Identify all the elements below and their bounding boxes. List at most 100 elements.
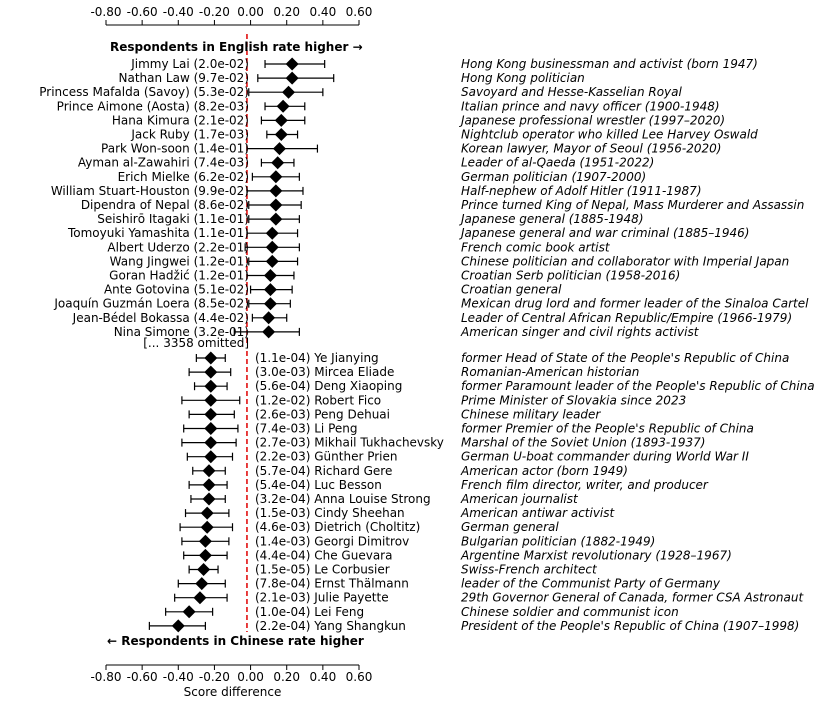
top-header: Respondents in English rate higher → (110, 40, 363, 54)
bottom-row-label: (2.7e-03) Mikhail Tukhachevsky (255, 436, 444, 450)
top-row-description: Mexican drug lord and former leader of t… (461, 297, 809, 311)
top-axis-tick-label: 0.00 (237, 5, 264, 19)
top-row-label: Joaquín Guzmán Loera (8.5e-02) (53, 297, 249, 311)
bottom-row-label: (5.4e-04) Luc Besson (255, 478, 382, 492)
bottom-axis-tick-label: 0.00 (237, 670, 264, 684)
bottom-row-point (202, 492, 216, 506)
bottom-row-description: American antiwar activist (460, 506, 616, 520)
top-row-point (265, 254, 279, 268)
bottom-row-description: Chinese soldier and communist icon (461, 605, 679, 619)
top-row-label: Park Won-soon (1.4e-01) (101, 142, 249, 156)
bottom-row-description: former Head of State of the People's Rep… (461, 351, 789, 365)
top-row-label: Albert Uderzo (2.2e-01) (107, 240, 249, 254)
bottom-row-description: former Paramount leader of the People's … (461, 379, 815, 393)
bottom-row-description: Chinese military leader (461, 407, 601, 421)
top-row-description: Prince turned King of Nepal, Mass Murder… (461, 198, 804, 212)
bottom-row-label: (2.2e-03) Günther Prien (255, 450, 397, 464)
bottom-row-label: (1.0e-04) Lei Feng (255, 605, 364, 619)
bottom-row-label: (1.1e-04) Ye Jianying (255, 351, 379, 365)
top-row-label: Jimmy Lai (2.0e-02) (130, 57, 249, 71)
x-axis-label: Score difference (184, 685, 282, 699)
bottom-row-point (204, 351, 218, 365)
top-axis-tick-label: 0.20 (273, 5, 300, 19)
top-row-label: Erich Mielke (6.2e-02) (118, 170, 249, 184)
top-axis-tick-label: 0.40 (309, 5, 336, 19)
bottom-row-label: (2.2e-04) Yang Shangkun (255, 619, 406, 633)
top-row-point (274, 128, 288, 141)
top-row-description: Half-nephew of Adolf Hitler (1911-1987) (461, 184, 702, 198)
top-row-description: Chinese politician and collaborator with… (461, 254, 789, 268)
top-row-description: German politician (1907-2000) (461, 170, 646, 184)
bottom-row-description: German general (461, 520, 559, 534)
bottom-row-label: (5.6e-04) Deng Xiaoping (255, 379, 402, 393)
bottom-axis-tick-label: -0.40 (163, 670, 194, 684)
top-row-point (282, 85, 296, 99)
bottom-row-label: (5.7e-04) Richard Gere (255, 464, 392, 478)
top-row-label: Seishirō Itagaki (1.1e-01) (97, 212, 249, 226)
top-row-label: Dipendra of Nepal (8.6e-02) (81, 198, 249, 212)
bottom-row-label: (4.4e-04) Che Guevara (255, 548, 392, 562)
bottom-row-point (171, 619, 185, 633)
top-row-label: Wang Jingwei (1.2e-01) (110, 254, 249, 268)
bottom-row-label: (7.4e-03) Li Peng (255, 422, 358, 436)
top-axis-tick-label: -0.80 (90, 5, 121, 19)
bottom-row-label: (2.1e-03) Julie Payette (255, 591, 389, 605)
top-row-point (263, 297, 277, 311)
bottom-row-description: German U-boat commander during World War… (461, 450, 749, 464)
top-row-point (271, 156, 285, 170)
bottom-row-point (204, 365, 218, 379)
top-row-point (262, 311, 276, 325)
top-row-point (285, 57, 299, 71)
top-row-label: Tomoyuki Yamashita (1.1e-01) (67, 226, 249, 240)
top-row-point (265, 240, 279, 254)
bottom-row-label: (1.2e-02) Robert Fico (255, 393, 381, 407)
bottom-axis-tick-label: -0.80 (90, 670, 121, 684)
bottom-row-point (204, 393, 218, 407)
top-axis-tick-label: -0.60 (127, 5, 158, 19)
bottom-axis-tick-label: 0.60 (346, 670, 373, 684)
top-row-description: Japanese professional wrestler (1997–202… (459, 113, 725, 127)
bottom-row-point (193, 591, 207, 605)
top-row-description: Croatian general (461, 283, 562, 297)
top-row-label: Nathan Law (9.7e-02) (118, 71, 249, 85)
bottom-row-description: Romanian-American historian (461, 365, 639, 379)
bottom-row-description: leader of the Communist Party of Germany (461, 577, 721, 591)
top-row-description: Japanese general (1885-1948) (459, 212, 644, 226)
top-row-point (262, 325, 276, 339)
top-row-description: Leader of al-Qaeda (1951-2022) (461, 156, 654, 170)
top-row-description: Hong Kong politician (461, 71, 585, 85)
top-row-description: American singer and civil rights activis… (460, 325, 700, 339)
bottom-row-description: Prime Minister of Slovakia since 2023 (461, 393, 686, 407)
bottom-row-description: French film director, writer, and produc… (461, 478, 709, 492)
top-row-description: Japanese general and war criminal (1885–… (459, 226, 749, 240)
top-row-point (274, 113, 288, 127)
bottom-header: ← Respondents in Chinese rate higher (107, 634, 364, 648)
top-row-label: Ante Gotovina (5.1e-02) (104, 283, 249, 297)
bottom-axis-tick-label: 0.20 (273, 670, 300, 684)
top-row-label: William Stuart-Houston (9.9e-02) (51, 184, 249, 198)
top-axis-tick-label: -0.20 (199, 5, 230, 19)
bottom-row-point (198, 534, 212, 548)
bottom-row-description: Argentine Marxist revolutionary (1928–19… (460, 548, 732, 562)
bottom-row-description: 29th Governor General of Canada, former … (461, 591, 804, 605)
top-row-description: Savoyard and Hesse-Kasselian Royal (461, 85, 683, 99)
bottom-row-label: (1.5e-03) Cindy Sheehan (255, 506, 405, 520)
top-row-description: French comic book artist (461, 240, 611, 254)
top-row-point (269, 184, 283, 198)
bottom-row-point (200, 520, 214, 534)
bottom-row-label: (4.6e-03) Dietrich (Choltitz) (255, 520, 420, 534)
bottom-row-point (198, 548, 212, 562)
top-row-point (265, 226, 279, 240)
top-row-label: Prince Aimone (Aosta) (8.2e-03) (57, 99, 249, 113)
bottom-row-point (195, 577, 209, 591)
top-row-description: Croatian Serb politician (1958-2016) (461, 269, 680, 283)
top-row-label: Ayman al-Zawahiri (7.4e-03) (78, 156, 249, 170)
top-axis-tick-label: 0.60 (346, 5, 373, 19)
bottom-row-point (204, 407, 218, 421)
top-row-description: Nightclub operator who killed Lee Harvey… (461, 128, 758, 142)
top-row-label: Jack Ruby (1.7e-03) (130, 128, 249, 142)
bottom-axis-tick-label: 0.40 (309, 670, 336, 684)
top-axis-tick-label: -0.40 (163, 5, 194, 19)
top-row-point (269, 170, 283, 184)
